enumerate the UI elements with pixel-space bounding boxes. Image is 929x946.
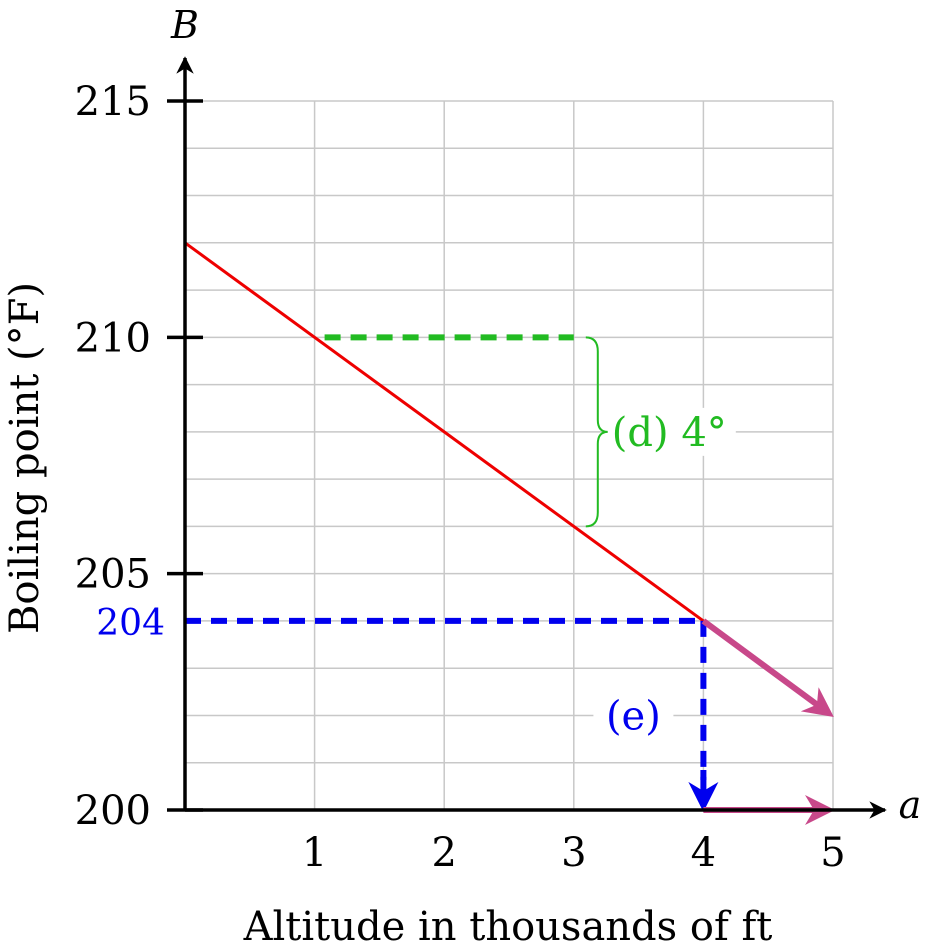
x-tick-label: 3: [561, 830, 586, 876]
tick-labels: 200 205 210 215 1 2 3 4 5: [75, 79, 846, 876]
x-axis-variable: a: [899, 783, 922, 827]
grid: [185, 100, 834, 810]
axes: [167, 56, 887, 819]
annotation-e-label-bg: [593, 689, 674, 742]
x-tick-label: 4: [691, 830, 716, 876]
y-tick-label: 210: [75, 315, 151, 361]
plot-area: (d) 4° (e) 204: [96, 241, 835, 825]
series-line: [184, 241, 705, 623]
annotation-e-value-label: 204: [96, 603, 165, 644]
x-tick-label: 1: [302, 830, 327, 876]
y-tick-label: 205: [75, 552, 151, 598]
annotation-d-label-bg: [607, 407, 736, 456]
x-tick-label: 2: [431, 830, 456, 876]
annotation-e-label: (e): [606, 693, 661, 739]
y-tick-label: 215: [75, 79, 151, 125]
annotation-d-label: (d) 4°: [612, 410, 727, 456]
x-tick-label: 5: [820, 830, 845, 876]
y-axis-title: Boiling point (°F): [2, 282, 48, 634]
y-axis-variable: B: [170, 3, 199, 47]
x-axis-title: Altitude in thousands of ft: [243, 904, 773, 946]
y-tick-label: 200: [75, 788, 151, 834]
extrapolation-sloped-arrow: [701, 618, 834, 718]
